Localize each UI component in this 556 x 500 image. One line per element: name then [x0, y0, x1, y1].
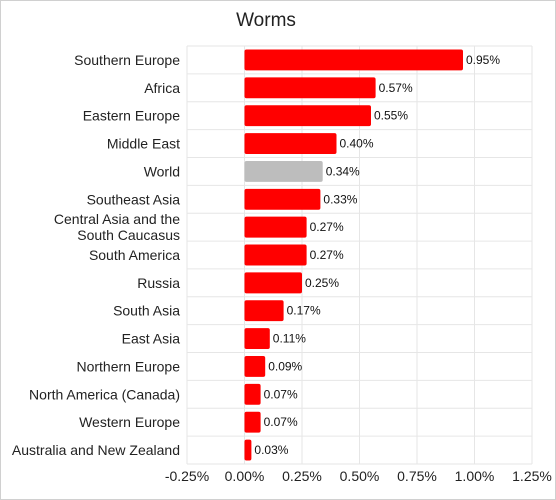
value-label: 0.34%	[326, 164, 360, 178]
category-label: South America	[89, 247, 180, 263]
value-label: 0.55%	[374, 109, 408, 123]
category-label: Western Europe	[79, 414, 180, 430]
value-label: 0.25%	[305, 276, 339, 290]
category-label: Northern Europe	[76, 358, 180, 374]
x-tick-label: 1.00%	[455, 468, 495, 484]
bar	[244, 49, 463, 71]
bar	[244, 272, 302, 294]
value-label: 0.17%	[287, 304, 321, 318]
category-label: Middle East	[107, 136, 180, 152]
value-label: 0.57%	[379, 81, 413, 95]
bar	[244, 356, 266, 377]
value-label: 0.09%	[268, 359, 302, 373]
x-tick-label: -0.25%	[165, 468, 209, 484]
category-label: Southern Europe	[74, 52, 180, 68]
value-label: 0.07%	[264, 387, 298, 401]
chart-title: Worms	[236, 10, 296, 31]
value-label: 0.07%	[264, 415, 298, 429]
value-label: 0.27%	[310, 220, 344, 234]
category-label: East Asia	[122, 331, 181, 347]
bar	[244, 160, 323, 182]
bar	[244, 105, 371, 127]
x-tick-label: 0.50%	[340, 468, 380, 484]
value-label: 0.40%	[340, 137, 374, 151]
bar	[244, 328, 270, 350]
category-label: Australia and New Zealand	[12, 442, 180, 458]
category-label: Central Asia and the South Caucasus	[54, 211, 180, 243]
bar	[244, 77, 376, 99]
category-label: South Asia	[113, 303, 180, 319]
bar	[244, 383, 261, 405]
value-label: 0.27%	[310, 248, 344, 262]
x-tick-label: 0.75%	[397, 468, 437, 484]
bar	[244, 133, 337, 154]
bar	[244, 439, 252, 461]
value-label: 0.03%	[254, 443, 288, 457]
bar	[244, 244, 307, 266]
bar	[244, 411, 261, 433]
bar	[244, 216, 307, 238]
category-label: Eastern Europe	[83, 108, 180, 124]
value-label: 0.11%	[273, 332, 306, 346]
bar	[244, 188, 321, 210]
value-label: 0.33%	[323, 192, 357, 206]
bar	[244, 300, 284, 322]
category-label: North America (Canada)	[29, 386, 180, 402]
category-label: Africa	[144, 80, 180, 96]
value-label: 0.95%	[466, 53, 500, 67]
x-tick-label: 0.25%	[282, 468, 322, 484]
category-label: Russia	[137, 275, 180, 291]
x-tick-label: 1.25%	[512, 468, 552, 484]
category-label: Southeast Asia	[87, 191, 181, 207]
x-tick-label: 0.00%	[225, 468, 265, 484]
category-label: World	[144, 163, 180, 179]
